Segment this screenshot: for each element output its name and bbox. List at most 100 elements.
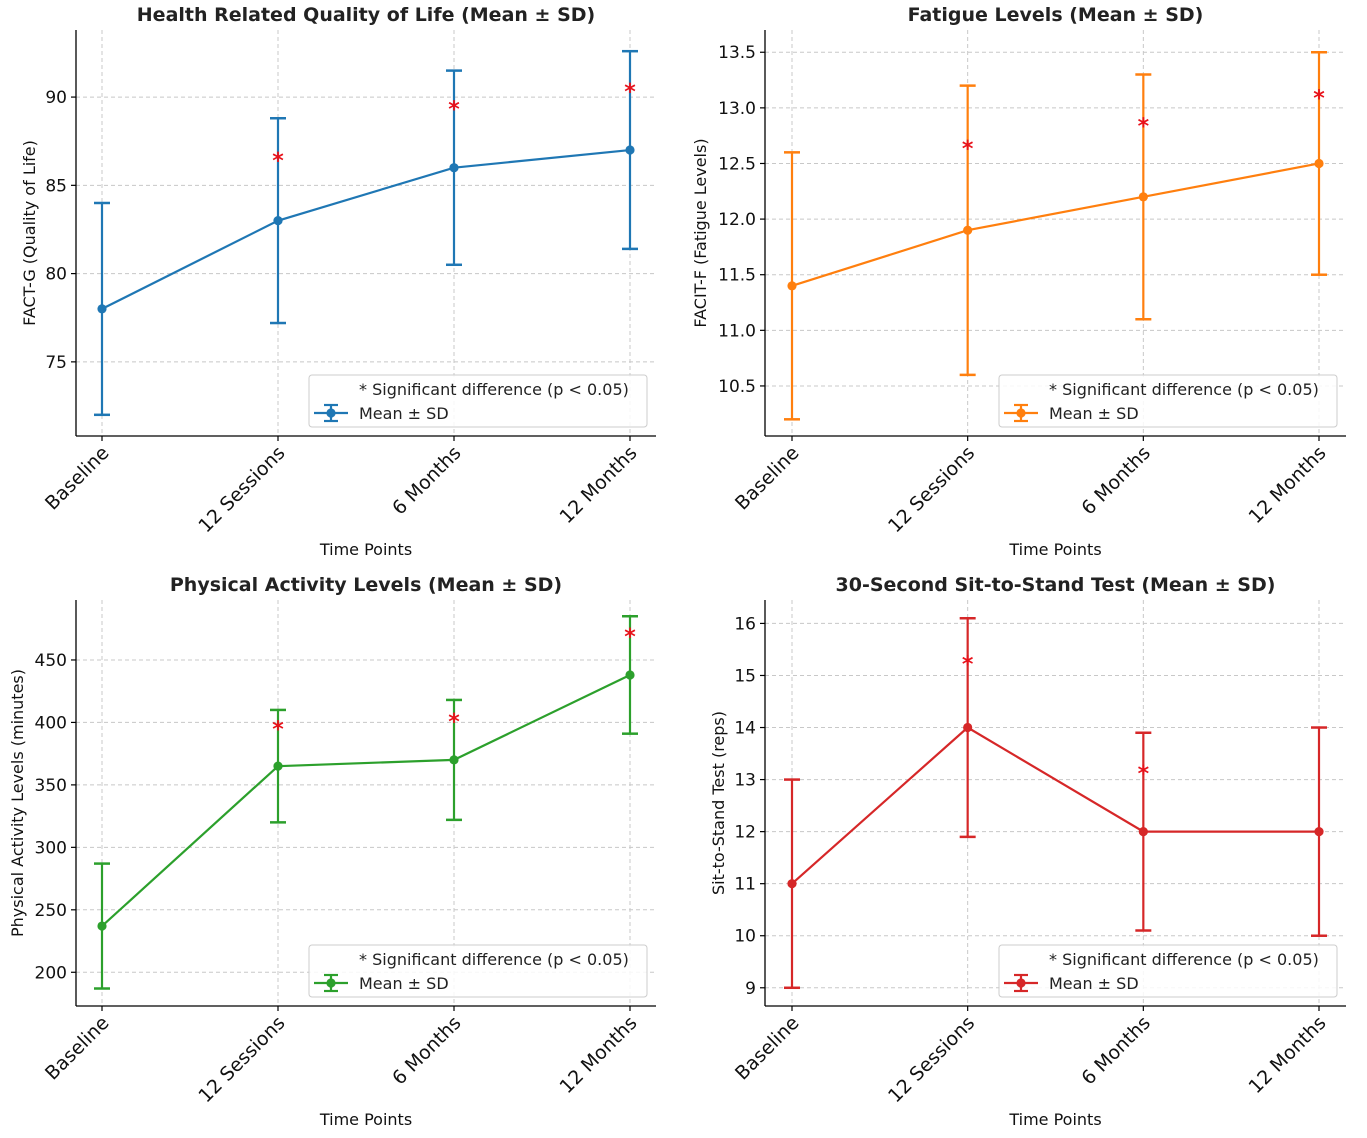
data-point: [449, 755, 459, 765]
legend: * Significant difference (p < 0.05) Mean …: [998, 944, 1338, 998]
y-tick-label: 12.5: [718, 154, 756, 174]
x-tick-label: 12 Months: [1245, 442, 1331, 528]
data-point: [273, 216, 283, 226]
data-point: [963, 225, 973, 235]
data-point: [625, 670, 635, 680]
series-line: [791, 162, 1320, 287]
x-axis-label: Time Points: [319, 540, 412, 559]
legend: * Significant difference (p < 0.05) Mean …: [998, 374, 1338, 428]
legend-handle-marker: [326, 978, 336, 988]
legend-box: [998, 374, 1338, 428]
x-tick-label: 6 Months: [1077, 1012, 1154, 1089]
chart-panel-3: 200 250 300 350 400 450 Baseline 12 Sessions 6 M…: [8, 574, 656, 1129]
x-tick-label: 12 Sessions: [884, 442, 979, 537]
x-tick-label: Baseline: [731, 1012, 804, 1085]
y-axis-label: FACT-G (Quality of Life): [20, 140, 39, 326]
legend: * Significant difference (p < 0.05) Mean …: [308, 374, 648, 428]
y-tick-label: 11: [734, 875, 756, 895]
y-tick-label: 10: [734, 927, 756, 947]
data-point: [1138, 827, 1148, 837]
chart-panel-4: 9 10 11 12 13 14 15 16 Baseline 12 Sessions 6 Mont…: [709, 574, 1346, 1129]
data-point: [787, 281, 797, 291]
x-tick-label: Baseline: [41, 1012, 114, 1085]
x-tick-label: 6 Months: [1077, 442, 1154, 519]
chart-title: Physical Activity Levels (Mean ± SD): [170, 574, 562, 596]
significance-marker: *: [272, 149, 284, 174]
legend-box: [308, 944, 648, 998]
legend-box: [998, 944, 1338, 998]
y-tick-label: 13.5: [718, 43, 756, 63]
data-point: [1314, 827, 1324, 837]
significance-marker: *: [1313, 87, 1325, 112]
x-tick-label: 12 Months: [1245, 1012, 1331, 1098]
y-tick-label: 16: [734, 614, 756, 634]
data-point: [625, 145, 635, 155]
legend-entry-mean-sd: Mean ± SD: [1049, 404, 1139, 423]
y-tick-label: 75: [45, 353, 67, 373]
x-tick-label: 12 Months: [556, 442, 642, 528]
y-tick-label: 250: [35, 901, 67, 921]
y-tick-label: 300: [35, 838, 67, 858]
legend-entry-significance: * Significant difference (p < 0.05): [1049, 950, 1319, 969]
data-point: [97, 921, 107, 931]
legend-entry-significance: * Significant difference (p < 0.05): [359, 380, 629, 399]
series-line: [101, 148, 631, 310]
x-axis-label: Time Points: [1008, 540, 1101, 559]
chart-title: Health Related Quality of Life (Mean ± S…: [137, 4, 595, 26]
legend-handle-marker: [1016, 978, 1026, 988]
legend-handle-marker: [326, 408, 336, 418]
significance-marker: *: [448, 98, 460, 123]
legend-entry-significance: * Significant difference (p < 0.05): [359, 950, 629, 969]
y-tick-label: 12.0: [718, 210, 756, 230]
legend-entry-significance: * Significant difference (p < 0.05): [1049, 380, 1319, 399]
x-tick-label: 6 Months: [388, 1012, 465, 1089]
chart-title: Fatigue Levels (Mean ± SD): [908, 4, 1204, 26]
significance-marker: *: [448, 710, 460, 735]
y-tick-label: 350: [35, 776, 67, 796]
legend-box: [308, 374, 648, 428]
significance-marker: *: [962, 652, 974, 677]
x-tick-label: 12 Sessions: [884, 1012, 979, 1107]
y-axis-label: Sit-to-Stand Test (reps): [709, 711, 728, 895]
x-tick-label: 12 Sessions: [194, 442, 289, 537]
legend-entry-mean-sd: Mean ± SD: [359, 974, 449, 993]
x-axis-label: Time Points: [1008, 1110, 1101, 1129]
significance-marker: *: [272, 717, 284, 742]
data-point: [273, 761, 283, 771]
series-line: [101, 673, 631, 927]
x-tick-label: Baseline: [41, 442, 114, 515]
data-point: [787, 879, 797, 889]
y-tick-label: 200: [35, 963, 67, 983]
x-tick-label: 12 Sessions: [194, 1012, 289, 1107]
y-tick-label: 450: [35, 651, 67, 671]
significance-marker: *: [624, 625, 636, 650]
y-tick-label: 9: [745, 979, 756, 999]
y-tick-label: 11.5: [718, 266, 756, 286]
chart-title: 30-Second Sit-to-Stand Test (Mean ± SD): [836, 574, 1276, 596]
legend-entry-mean-sd: Mean ± SD: [1049, 974, 1139, 993]
x-tick-label: 12 Months: [556, 1012, 642, 1098]
y-tick-label: 400: [35, 713, 67, 733]
y-tick-label: 90: [45, 88, 67, 108]
y-tick-label: 80: [45, 265, 67, 285]
x-axis-label: Time Points: [319, 1110, 412, 1129]
y-tick-label: 13.0: [718, 99, 756, 119]
significance-marker: *: [1138, 115, 1150, 140]
legend: * Significant difference (p < 0.05) Mean …: [308, 944, 648, 998]
y-tick-label: 12: [734, 823, 756, 843]
data-point: [1138, 192, 1148, 202]
y-tick-label: 11.0: [718, 321, 756, 341]
data-point: [963, 722, 973, 733]
y-tick-label: 10.5: [718, 377, 756, 397]
significance-marker: *: [624, 80, 636, 105]
significance-marker: *: [962, 137, 974, 162]
data-point: [1314, 158, 1324, 169]
data-point: [97, 304, 107, 314]
y-axis-label: Physical Activity Levels (minutes): [8, 669, 27, 937]
legend-entry-mean-sd: Mean ± SD: [359, 404, 449, 423]
data-point: [449, 163, 459, 173]
y-tick-label: 14: [734, 719, 756, 739]
y-tick-label: 15: [734, 666, 756, 686]
